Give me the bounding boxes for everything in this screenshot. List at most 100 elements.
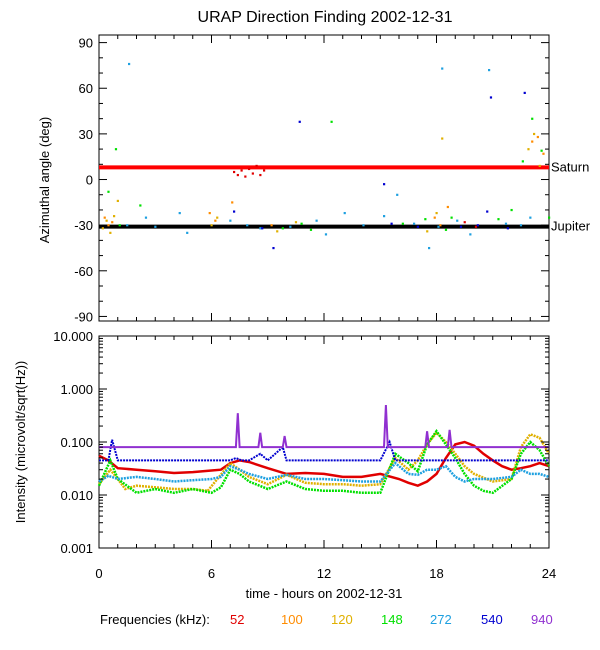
azimuth-point-120 bbox=[294, 221, 298, 224]
intensity-line-540 bbox=[99, 439, 549, 462]
azimuth-point-100 bbox=[542, 152, 545, 155]
azimuth-point-120 bbox=[113, 215, 116, 218]
intensity-y-tick-label: 0.100 bbox=[60, 435, 93, 450]
azimuth-y-tick-label: -30 bbox=[74, 218, 93, 233]
azimuth-point-272 bbox=[324, 233, 328, 236]
azimuth-point-272 bbox=[441, 67, 444, 70]
azimuth-point-540 bbox=[261, 227, 264, 230]
azimuth-point-52 bbox=[255, 164, 258, 168]
intensity-line-120 bbox=[98, 430, 551, 493]
azimuth-point-120 bbox=[116, 199, 119, 203]
azimuth-y-tick-label: 60 bbox=[79, 81, 93, 96]
x-tick-label: 0 bbox=[95, 566, 102, 581]
azimuth-y-tick-label: -60 bbox=[74, 264, 93, 279]
legend-item-540: 540 bbox=[481, 612, 503, 627]
intensity-line-148 bbox=[97, 429, 551, 495]
azimuth-point-272 bbox=[529, 216, 532, 219]
azimuth-point-272 bbox=[178, 211, 181, 215]
azimuth-point-272 bbox=[229, 219, 232, 222]
reference-label-saturn: Saturn bbox=[551, 159, 589, 174]
intensity-y-tick-label: 1.000 bbox=[60, 382, 93, 397]
azimuth-point-272 bbox=[488, 68, 491, 72]
azimuth-point-272 bbox=[504, 222, 508, 225]
azimuth-point-540 bbox=[272, 246, 275, 250]
azimuth-point-148 bbox=[114, 148, 118, 151]
intensity-y-axis-label: Intensity (microvolt/sqrt(Hz)) bbox=[13, 361, 28, 524]
azimuth-point-272 bbox=[428, 246, 431, 250]
azimuth-point-148 bbox=[139, 204, 142, 207]
azimuth-point-148 bbox=[424, 218, 427, 221]
azimuth-point-52 bbox=[248, 167, 251, 171]
azimuth-point-100 bbox=[536, 135, 539, 139]
azimuth-point-148 bbox=[330, 120, 333, 123]
azimuth-point-52 bbox=[463, 221, 466, 224]
azimuth-point-272 bbox=[469, 233, 472, 236]
legend-item-120: 120 bbox=[331, 612, 353, 627]
azimuth-point-100 bbox=[433, 216, 436, 219]
azimuth-point-120 bbox=[527, 148, 530, 151]
azimuth-point-540 bbox=[486, 210, 489, 213]
azimuth-point-148 bbox=[548, 216, 551, 219]
azimuth-point-52 bbox=[251, 172, 254, 175]
azimuth-point-120 bbox=[101, 227, 104, 230]
azimuth-point-120 bbox=[216, 216, 219, 219]
azimuth-point-52 bbox=[263, 169, 266, 172]
azimuth-point-120 bbox=[538, 164, 541, 168]
azimuth-point-52 bbox=[259, 173, 262, 177]
azimuth-point-120 bbox=[210, 224, 213, 227]
x-tick-label: 18 bbox=[429, 566, 443, 581]
azimuth-point-100 bbox=[231, 201, 234, 204]
legend-item-52: 52 bbox=[230, 612, 244, 627]
azimuth-point-540 bbox=[416, 225, 419, 228]
azimuth-point-272 bbox=[186, 231, 189, 234]
intensity-y-tick-label: 0.010 bbox=[60, 488, 93, 503]
legend-item-148: 148 bbox=[381, 612, 403, 627]
azimuth-y-tick-label: 30 bbox=[79, 127, 93, 142]
legend-item-100: 100 bbox=[281, 612, 303, 627]
azimuth-point-120 bbox=[441, 137, 444, 140]
azimuth-point-540 bbox=[476, 224, 479, 227]
azimuth-point-272 bbox=[437, 225, 440, 228]
azimuth-point-120 bbox=[435, 211, 438, 215]
azimuth-point-52 bbox=[240, 169, 243, 172]
azimuth-point-100 bbox=[531, 140, 534, 143]
legend-item-272: 272 bbox=[430, 612, 452, 627]
azimuth-point-52 bbox=[474, 225, 478, 228]
azimuth-point-52 bbox=[233, 170, 236, 174]
azimuth-point-272 bbox=[413, 222, 416, 225]
azimuth-point-148 bbox=[107, 190, 110, 193]
azimuth-point-272 bbox=[126, 224, 129, 227]
azimuth-point-540 bbox=[298, 120, 301, 123]
x-tick-label: 12 bbox=[317, 566, 331, 581]
reference-label-jupiter: Jupiter bbox=[551, 219, 591, 234]
azimuth-point-272 bbox=[246, 224, 249, 227]
azimuth-plot-frame bbox=[98, 34, 550, 322]
azimuth-point-148 bbox=[281, 227, 284, 230]
azimuth-point-540 bbox=[523, 91, 526, 95]
x-tick-label: 6 bbox=[208, 566, 215, 581]
azimuth-point-272 bbox=[128, 62, 131, 66]
azimuth-point-272 bbox=[144, 216, 148, 219]
azimuth-point-52 bbox=[244, 175, 247, 178]
azimuth-point-100 bbox=[270, 224, 273, 227]
intensity-line-940 bbox=[99, 404, 549, 449]
intensity-y-tick-label: 10.000 bbox=[53, 329, 93, 344]
azimuth-point-272 bbox=[362, 224, 365, 227]
x-axis-label: time - hours on 2002-12-31 bbox=[246, 586, 403, 601]
azimuth-point-148 bbox=[309, 228, 313, 231]
azimuth-point-100 bbox=[107, 224, 110, 227]
azimuth-point-52 bbox=[236, 173, 239, 177]
azimuth-point-148 bbox=[444, 228, 448, 231]
azimuth-point-540 bbox=[383, 183, 386, 186]
azimuth-point-100 bbox=[446, 205, 449, 209]
azimuth-point-120 bbox=[426, 230, 429, 233]
azimuth-point-272 bbox=[396, 193, 399, 196]
azimuth-point-148 bbox=[510, 208, 513, 212]
legend-label: Frequencies (kHz): bbox=[100, 612, 210, 627]
azimuth-point-100 bbox=[103, 216, 106, 219]
azimuth-point-272 bbox=[519, 224, 523, 227]
azimuth-point-120 bbox=[276, 230, 279, 233]
azimuth-point-272 bbox=[154, 225, 157, 228]
azimuth-point-540 bbox=[390, 222, 393, 225]
